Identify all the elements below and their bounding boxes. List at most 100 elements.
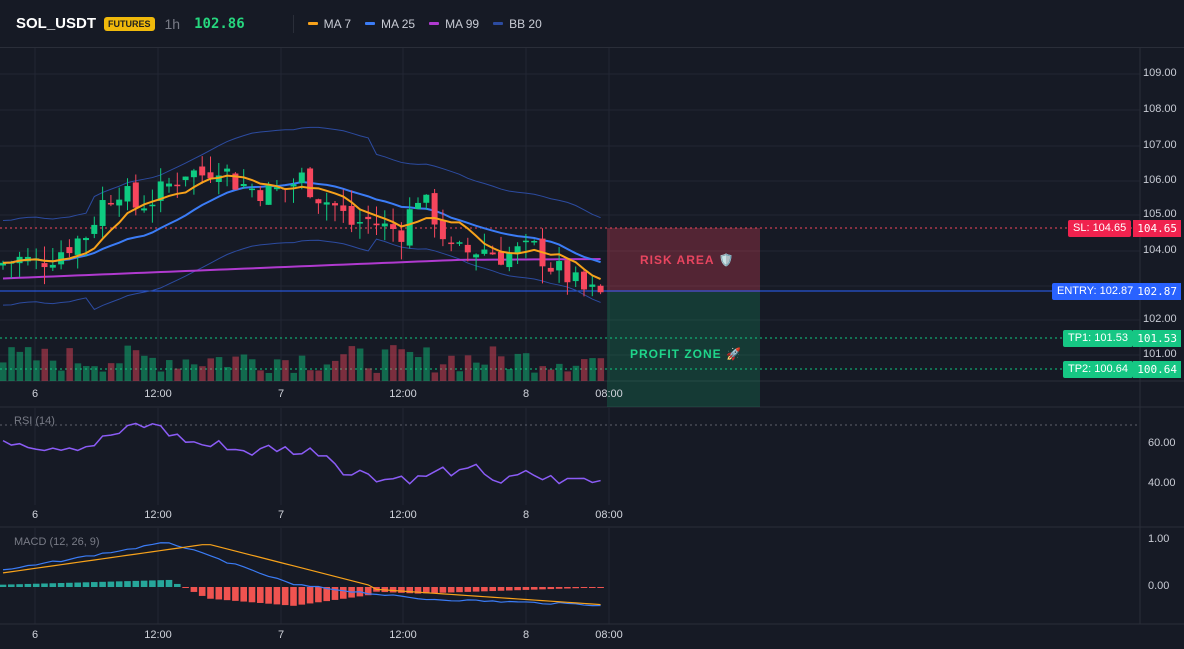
macd-histogram-bar bbox=[41, 583, 48, 587]
legend-ma99[interactable]: MA 99 bbox=[429, 17, 479, 31]
candle-body bbox=[199, 166, 206, 176]
tp1-label: TP1: 101.53 bbox=[1063, 330, 1133, 347]
macd-histogram-bar bbox=[489, 587, 496, 592]
volume-bar bbox=[199, 366, 206, 381]
volume-bar bbox=[456, 371, 463, 381]
macd-histogram-bar bbox=[215, 587, 223, 600]
candle-body bbox=[498, 251, 504, 265]
candle-body bbox=[41, 263, 48, 268]
macd-histogram-bar bbox=[232, 587, 239, 601]
entry-label: ENTRY: 102.87 bbox=[1052, 283, 1139, 300]
candle-body bbox=[107, 202, 114, 205]
candle-body bbox=[83, 238, 89, 241]
candle-body bbox=[182, 176, 189, 181]
candle-body bbox=[365, 216, 372, 220]
volume-bar bbox=[365, 368, 372, 381]
candle-body bbox=[473, 254, 480, 258]
price-tick: 107.00 bbox=[1143, 139, 1177, 151]
macd-histogram-bar bbox=[0, 584, 7, 587]
volume-bar bbox=[498, 356, 505, 381]
volume-bar bbox=[448, 355, 455, 381]
candle-body bbox=[190, 170, 197, 178]
time-tick: 6 bbox=[31, 509, 39, 521]
candle-body bbox=[91, 224, 98, 234]
volume-bar bbox=[215, 357, 223, 381]
timeframe-selector[interactable]: 1h bbox=[164, 15, 181, 32]
volume-bar bbox=[315, 370, 322, 381]
candle-body bbox=[547, 267, 554, 272]
volume-bar bbox=[431, 372, 439, 381]
legend-label: BB 20 bbox=[509, 16, 542, 31]
candle-body bbox=[249, 188, 255, 191]
macd-histogram-bar bbox=[298, 587, 306, 605]
symbol-name[interactable]: SOL_USDT bbox=[16, 15, 97, 32]
legend-ma25[interactable]: MA 25 bbox=[365, 17, 415, 31]
volume-bar bbox=[149, 357, 156, 381]
volume-bar bbox=[406, 351, 414, 381]
candle-body bbox=[49, 264, 56, 268]
volume-bar bbox=[597, 358, 605, 381]
volume-bar bbox=[522, 353, 530, 381]
macd-histogram-bar bbox=[323, 587, 330, 602]
macd-histogram-bar bbox=[456, 587, 463, 593]
volume-bar bbox=[257, 370, 264, 381]
sl-label: SL: 104.65 bbox=[1068, 220, 1132, 237]
price-tick: 105.00 bbox=[1143, 208, 1177, 220]
time-tick: 8 bbox=[522, 629, 530, 641]
macd-histogram-bar bbox=[572, 587, 579, 589]
macd-histogram-bar bbox=[539, 587, 546, 590]
candle-body bbox=[207, 172, 214, 179]
volume-bar bbox=[157, 371, 165, 381]
volume-bar bbox=[356, 348, 364, 381]
volume-bar bbox=[41, 348, 48, 381]
macd-tick-1: 1.00 bbox=[1148, 533, 1170, 545]
volume-bar bbox=[539, 366, 546, 381]
candle-body bbox=[315, 199, 322, 204]
volume-bar bbox=[332, 360, 339, 381]
volume-bar bbox=[381, 349, 389, 381]
macd-histogram-bar bbox=[306, 587, 314, 604]
candle-body bbox=[431, 193, 438, 225]
macd-histogram-bar bbox=[257, 587, 264, 603]
macd-histogram-bar bbox=[132, 580, 140, 587]
volume-bar bbox=[83, 366, 90, 381]
volume-bar bbox=[439, 364, 447, 381]
candle-body bbox=[265, 184, 272, 205]
price-tick: 101.00 bbox=[1143, 348, 1177, 360]
candle-body bbox=[572, 272, 579, 282]
macd-histogram-bar bbox=[389, 587, 397, 593]
candle-body bbox=[415, 202, 421, 209]
volume-bar bbox=[24, 347, 32, 381]
macd-histogram-bar bbox=[580, 587, 588, 588]
volume-bar bbox=[66, 348, 73, 381]
candle-body bbox=[373, 223, 380, 226]
volume-bar bbox=[249, 359, 256, 381]
volume-bar bbox=[298, 355, 306, 381]
volume-bar bbox=[182, 359, 190, 381]
time-tick: 6 bbox=[31, 388, 39, 400]
macd-histogram-bar bbox=[165, 579, 173, 587]
volume-bar bbox=[290, 372, 297, 381]
price-tick: 102.00 bbox=[1143, 313, 1177, 325]
candle-body bbox=[398, 230, 405, 242]
macd-histogram-bar bbox=[223, 587, 231, 601]
legend-ma7[interactable]: MA 7 bbox=[307, 17, 351, 31]
volume-bar bbox=[506, 368, 513, 381]
volume-bar bbox=[282, 360, 289, 381]
volume-bar bbox=[190, 364, 198, 381]
volume-bar bbox=[33, 360, 40, 381]
volume-bar bbox=[423, 347, 430, 381]
macd-histogram-bar bbox=[472, 587, 480, 592]
price-tick: 106.00 bbox=[1143, 174, 1177, 186]
candle-body bbox=[174, 184, 181, 187]
volume-bar bbox=[240, 354, 248, 381]
volume-bar bbox=[174, 368, 181, 381]
candle-body bbox=[506, 252, 513, 268]
price-tick: 109.00 bbox=[1143, 67, 1177, 79]
macd-histogram-bar bbox=[414, 587, 422, 594]
legend-bb20[interactable]: BB 20 bbox=[493, 17, 542, 31]
volume-bar bbox=[107, 363, 115, 381]
rsi-tick-40: 40.00 bbox=[1148, 477, 1176, 489]
macd-histogram-bar bbox=[497, 587, 505, 591]
